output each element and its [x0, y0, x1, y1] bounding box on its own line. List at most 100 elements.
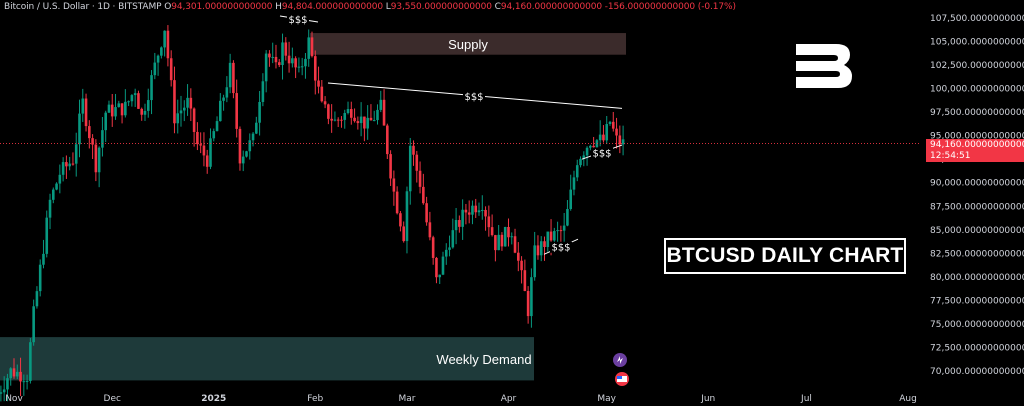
candle-body: [215, 121, 219, 132]
candle-body: [454, 220, 458, 231]
candle-body: [9, 368, 13, 379]
candle-body: [101, 130, 104, 148]
candle-body: [376, 109, 379, 121]
date-tick-label: Feb: [307, 394, 323, 404]
candle-body: [372, 120, 376, 122]
candle-body: [137, 93, 140, 109]
spark-icon[interactable]: [613, 353, 627, 367]
price-tick-label: 75,000.000000000000: [930, 320, 1024, 330]
candle-body: [32, 306, 35, 343]
candle-body: [245, 151, 248, 157]
candle-body: [97, 147, 101, 173]
candle-body: [353, 117, 356, 122]
candle-body: [294, 58, 297, 68]
price-tick-label: 77,500.000000000000: [930, 296, 1024, 306]
candle-body: [146, 100, 150, 111]
candle-body: [598, 134, 602, 141]
open-label: O: [164, 2, 172, 12]
price-tick-label: 107,500.000000000000: [930, 14, 1024, 24]
candle-body: [517, 252, 520, 261]
candle-body: [487, 216, 491, 228]
candle-body: [310, 37, 314, 57]
candle-body: [556, 230, 559, 232]
candle-body: [349, 109, 353, 118]
candle-body: [530, 277, 533, 317]
candle-body: [81, 98, 85, 114]
candle-body: [261, 81, 265, 102]
date-tick-label: Mar: [398, 394, 415, 404]
candle-body: [621, 139, 625, 145]
candle-body: [330, 118, 333, 121]
candle-body: [536, 245, 540, 256]
candle-body: [192, 108, 196, 132]
candle-body: [605, 124, 609, 141]
liquidity-label-bg: [463, 91, 485, 103]
candle-body: [549, 231, 553, 241]
close-label: C: [494, 2, 501, 12]
candle-body: [130, 95, 134, 102]
candle-body: [497, 234, 500, 251]
candle-body: [572, 177, 576, 190]
candle-body: [366, 117, 369, 129]
candle-body: [88, 126, 91, 139]
candle-body: [435, 257, 438, 278]
candle-body: [0, 392, 3, 394]
candle-body: [313, 56, 317, 81]
candle-body: [562, 225, 566, 231]
candle-body: [336, 119, 340, 121]
candle-body: [333, 119, 337, 121]
candle-body: [284, 42, 288, 56]
candle-body: [611, 121, 615, 129]
candle-body: [444, 249, 448, 257]
price-tick-label: 102,500.000000000000: [930, 61, 1024, 71]
candle-body: [484, 209, 487, 217]
candle-body: [500, 234, 504, 247]
candle-body: [513, 236, 517, 253]
candle-body: [91, 138, 94, 145]
candle-body: [45, 217, 49, 254]
price-tick-label: 95,000.000000000000: [930, 132, 1024, 142]
date-tick-label: May: [597, 394, 616, 404]
candle-body: [425, 203, 428, 223]
candle-body: [464, 209, 468, 213]
candle-body: [343, 113, 347, 120]
candle-body: [585, 147, 589, 156]
candle-body: [238, 128, 242, 164]
liquidity-label-bg: [287, 14, 309, 25]
candle-body: [71, 163, 75, 165]
candle-body: [248, 140, 252, 152]
date-tick-label: Nov: [5, 394, 23, 404]
candle-body: [323, 101, 327, 105]
low-label: L: [385, 2, 391, 12]
candle-body: [592, 145, 595, 148]
candle-body: [526, 291, 530, 317]
candle-body: [287, 55, 291, 64]
candle-body: [458, 220, 461, 227]
candle-body: [182, 107, 186, 111]
last-price-tag: 94,160.000000000000 12:54:51: [926, 139, 1024, 162]
candle-body: [110, 104, 114, 117]
candle-body: [277, 62, 281, 66]
liquidity-label: $$$: [288, 15, 307, 26]
candle-body: [209, 138, 212, 167]
symbol-title[interactable]: Bitcoin / U.S. Dollar · 1D · BITSTAMP: [4, 2, 162, 12]
zone-supply: [310, 33, 626, 55]
candle-body: [196, 131, 199, 145]
us-flag-icon[interactable]: [615, 372, 629, 386]
candle-body: [405, 191, 409, 242]
candle-body: [392, 178, 396, 192]
candle-body: [566, 208, 569, 226]
candle-body: [107, 104, 111, 113]
candle-body: [520, 260, 523, 271]
date-tick-label: Dec: [104, 394, 121, 404]
candle-body: [173, 80, 176, 124]
candle-body: [232, 62, 235, 94]
candle-body: [359, 116, 363, 124]
candle-body: [29, 342, 32, 381]
change-value: -156.000000000000 (-0.17%): [604, 2, 736, 12]
candle-body: [235, 93, 238, 129]
candle-body: [274, 56, 278, 63]
candle-body: [523, 270, 527, 292]
